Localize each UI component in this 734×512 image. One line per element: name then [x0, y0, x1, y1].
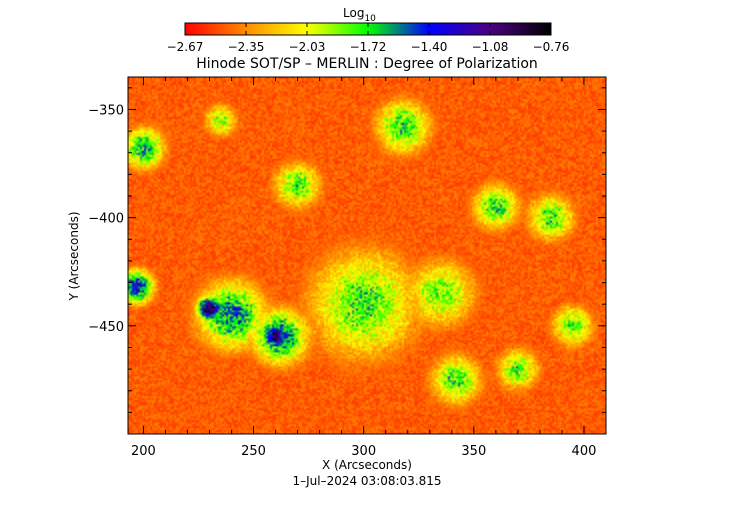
x-axis-title: X (Arcseconds) [322, 458, 412, 472]
colorbar-tick-label: −1.08 [472, 40, 509, 54]
x-tick-label: 400 [572, 444, 597, 459]
x-tick-label: 300 [351, 444, 376, 459]
colorbar-tick-label: −0.76 [533, 40, 570, 54]
colorbar-tick-label: −1.40 [411, 40, 448, 54]
y-tick-label: −450 [88, 320, 124, 335]
colorbar-label: Log10 [343, 6, 376, 24]
heatmap [128, 77, 606, 434]
colorbar-tick-label: −2.67 [167, 40, 204, 54]
x-tick-label: 200 [131, 444, 156, 459]
observation-date: 1–Jul–2024 03:08:03.815 [292, 474, 441, 488]
chart-title: Hinode SOT/SP – MERLIN : Degree of Polar… [196, 56, 538, 72]
colorbar-tick-label: −1.72 [350, 40, 387, 54]
plot-frame [127, 76, 607, 435]
y-axis-title: Y (Arcseconds) [67, 211, 81, 301]
colorbar-ticks: −2.67 −2.35 −2.03 −1.72 −1.40 −1.08 −0.76 [167, 23, 570, 54]
y-tick-label: −350 [88, 103, 124, 118]
x-axis: 200 250 300 350 400 [131, 77, 607, 459]
colorbar-tick-label: −2.35 [228, 40, 265, 54]
y-tick-label: −400 [88, 212, 124, 227]
x-tick-label: 350 [461, 444, 486, 459]
y-axis: −350 −400 −450 [88, 87, 606, 413]
colorbar-tick-label: −2.03 [289, 40, 326, 54]
heatmap-image [128, 77, 606, 434]
x-tick-label: 250 [241, 444, 266, 459]
